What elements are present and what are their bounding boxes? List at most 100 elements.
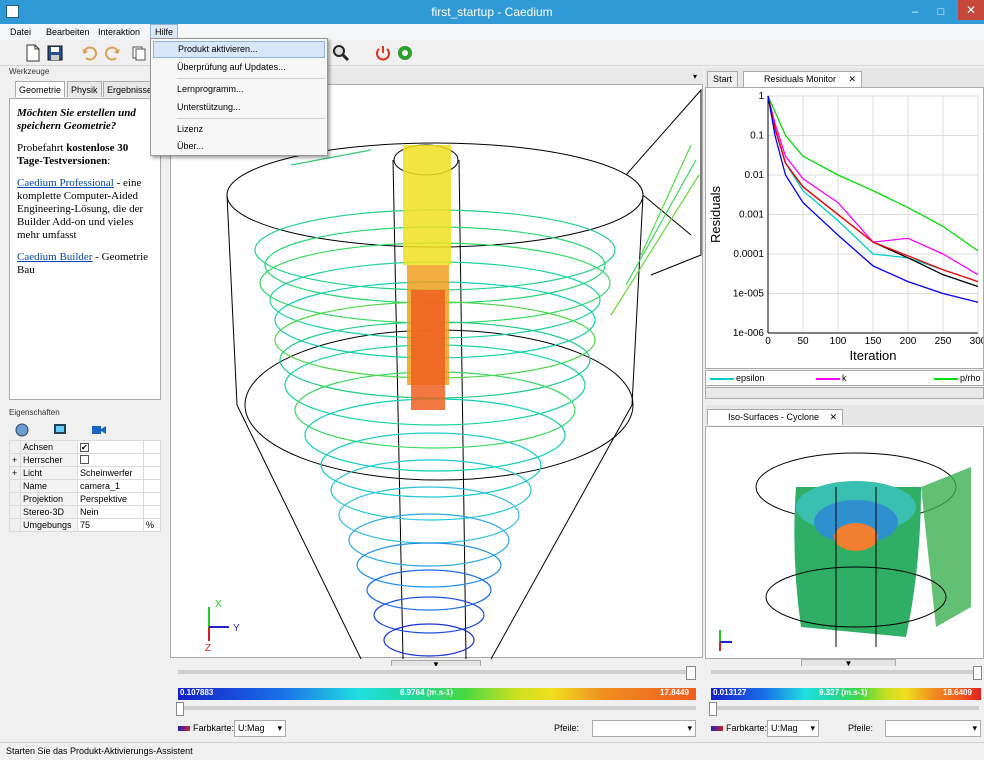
table-row[interactable]: Projektion Perspektive <box>9 492 161 506</box>
top-slider-track[interactable] <box>178 670 696 674</box>
iso-surface-view[interactable] <box>706 427 983 660</box>
trial-suffix: : <box>107 155 111 167</box>
prop-value[interactable]: 75 <box>77 518 144 532</box>
prop-unit: % <box>143 518 161 532</box>
table-row[interactable]: Umgebungs 75% <box>9 518 161 532</box>
table-row[interactable]: Stereo-3D Nein <box>9 505 161 519</box>
minimize-button[interactable]: – <box>911 6 919 18</box>
main-3d-viewport[interactable]: X Y Z ▼ <box>170 84 703 670</box>
zoom-icon[interactable] <box>332 44 350 62</box>
iso-surfaces-viewport[interactable]: ▼ <box>705 426 984 669</box>
legend-swatch-k <box>816 378 840 380</box>
menu-produkt-aktivieren[interactable]: Produkt aktivieren... <box>153 41 325 58</box>
toolbar <box>0 40 984 66</box>
iso-arrows-select[interactable]: ▾ <box>885 720 981 737</box>
menu-lernprogramm[interactable]: Lernprogramm... <box>177 84 244 94</box>
colormap-value: U:Mag <box>238 723 265 733</box>
iso-top-slider-thumb[interactable] <box>973 666 982 680</box>
iso-top-slider-track[interactable] <box>711 670 979 674</box>
table-row[interactable]: Name camera_1 <box>9 479 161 493</box>
iso-colormap-icon <box>711 726 723 731</box>
x-tick-label: 50 <box>797 336 809 347</box>
tab-physik[interactable]: Physik <box>67 81 102 97</box>
legend-scrollbar[interactable] <box>705 387 984 399</box>
tools-content: Möchten Sie erstellen und speichern Geom… <box>9 98 161 400</box>
table-row[interactable]: + Herrscher <box>9 453 161 467</box>
tab-ergebnisse[interactable]: Ergebnisse <box>103 81 157 97</box>
iso-tab-label: Iso-Surfaces - Cyclone <box>728 412 820 422</box>
maximize-button[interactable]: □ <box>937 6 945 18</box>
status-bar: Starten Sie das Produkt-Aktivierungs-Ass… <box>0 742 984 760</box>
menu-datei[interactable]: Datei <box>10 27 32 37</box>
tab-start[interactable]: Start <box>707 71 739 87</box>
copy-icon[interactable] <box>130 44 148 62</box>
arrows-select[interactable]: ▾ <box>592 720 696 737</box>
iso-bottom-slider-track[interactable] <box>711 706 979 710</box>
properties-display-icon[interactable] <box>53 423 67 437</box>
caedium-builder-link[interactable]: Caedium Builder <box>17 251 93 263</box>
colorbar-max: 17.8449 <box>660 688 689 697</box>
menu-lizenz[interactable]: Lizenz <box>177 124 204 134</box>
prop-value[interactable]: Nein <box>77 505 144 519</box>
close-button[interactable]: ✕ <box>958 0 984 20</box>
prop-name: Stereo-3D <box>20 505 78 519</box>
tab-residuals-monitor[interactable]: Residuals Monitor ✕ <box>743 71 863 87</box>
run-icon[interactable] <box>396 44 414 62</box>
title-bar: first_startup - Caedium – □ ✕ <box>0 0 984 24</box>
undo-icon[interactable] <box>80 44 98 62</box>
iso-colormap-select[interactable]: U:Mag ▾ <box>767 720 819 737</box>
prop-value[interactable]: Perspektive <box>77 492 144 506</box>
close-icon[interactable]: ✕ <box>848 74 857 84</box>
iso-colormap-label: Farbkarte: <box>726 723 768 733</box>
power-icon[interactable] <box>374 44 392 62</box>
close-icon[interactable]: ✕ <box>829 412 838 422</box>
save-icon[interactable] <box>46 44 64 62</box>
top-slider-thumb[interactable] <box>686 666 696 680</box>
x-tick-label: 200 <box>900 336 917 347</box>
colormap-label: Farbkarte: <box>193 723 235 733</box>
cyclone-streamlines-view[interactable]: X Y Z <box>171 85 702 660</box>
chevron-down-icon: ▾ <box>810 723 815 733</box>
tab-iso-surfaces[interactable]: Iso-Surfaces - Cyclone ✕ <box>707 409 844 425</box>
axis-z-label: Z <box>205 643 211 654</box>
residuals-tab-label: Residuals Monitor <box>764 74 837 84</box>
menu-bar: Datei Bearbeiten Interaktion Hilfe <box>0 24 984 40</box>
menu-separator <box>177 78 325 79</box>
chevron-down-icon: ▾ <box>972 723 977 733</box>
menu-bearbeiten[interactable]: Bearbeiten <box>46 27 90 37</box>
iso-tabs: Iso-Surfaces - Cyclone ✕ <box>705 405 984 425</box>
menu-unterstuetzung[interactable]: Unterstützung... <box>177 102 241 112</box>
properties-camera-icon[interactable] <box>91 423 107 437</box>
redo-icon[interactable] <box>104 44 122 62</box>
core-vortex <box>403 145 451 410</box>
prop-name: Projektion <box>20 492 78 506</box>
chevron-down-icon[interactable]: ▾ <box>693 72 698 81</box>
axis-triad: X Y Z <box>205 599 240 654</box>
bottom-slider-track[interactable] <box>178 706 696 710</box>
series-line <box>767 95 979 283</box>
tab-geometrie[interactable]: Geometrie <box>15 81 66 97</box>
builder-paragraph: Caedium Builder - Geometrie Bau <box>17 251 153 277</box>
iso-colorbar-mid: 9.327 (m.s-1) <box>819 688 868 697</box>
new-file-icon[interactable] <box>24 44 42 62</box>
bottom-slider-thumb[interactable] <box>176 702 184 716</box>
prop-value[interactable]: camera_1 <box>77 479 144 493</box>
prop-value[interactable]: Scheinwerfer <box>77 466 144 480</box>
menu-ueber[interactable]: Über... <box>177 141 204 151</box>
colorbar-mid: 8.9764 (m.s-1) <box>400 688 453 697</box>
series-line <box>767 95 979 276</box>
x-tick-label: 250 <box>935 336 952 347</box>
table-row[interactable]: + Licht Scheinwerfer <box>9 466 161 480</box>
app-icon[interactable] <box>6 5 19 18</box>
menu-interaktion[interactable]: Interaktion <box>98 27 141 37</box>
menu-updates[interactable]: Überprüfung auf Updates... <box>177 62 286 72</box>
properties-world-icon[interactable] <box>15 423 29 437</box>
achsen-checkbox[interactable]: ✔ <box>77 440 144 454</box>
x-tick-label: 150 <box>865 336 882 347</box>
herrscher-checkbox[interactable] <box>77 453 144 467</box>
tools-panel-title: Werkzeuge <box>9 67 50 76</box>
table-row[interactable]: Achsen ✔ <box>9 440 161 454</box>
colormap-select[interactable]: U:Mag ▾ <box>234 720 286 737</box>
iso-bottom-slider-thumb[interactable] <box>709 702 717 716</box>
caedium-professional-link[interactable]: Caedium Professional <box>17 177 114 189</box>
